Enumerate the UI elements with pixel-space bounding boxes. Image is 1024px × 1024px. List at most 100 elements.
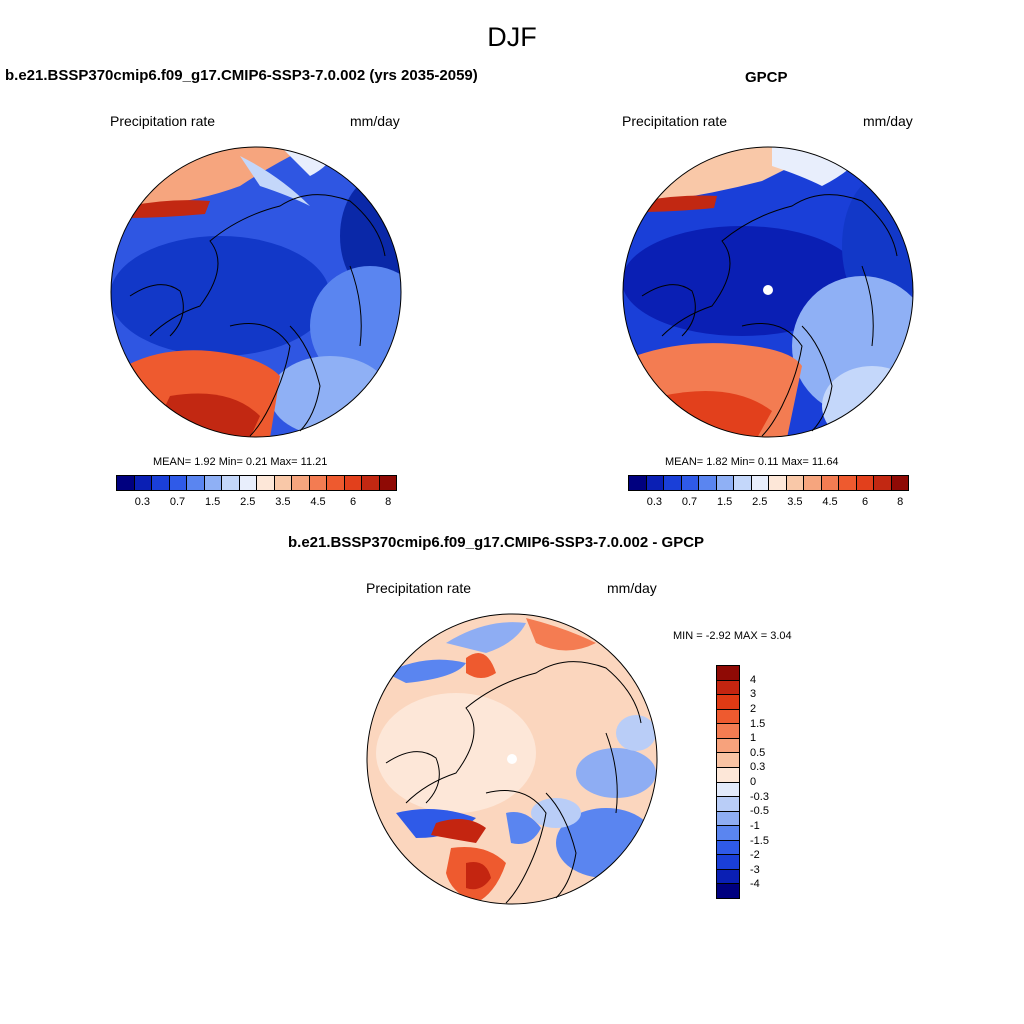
panel-diff-colorbar-labels: 4 3 2 1.5 1 0.5 0.3 0 -0.3 -0.5 -1 -1.5 -2 -3 -4 bbox=[750, 665, 790, 899]
colorbar-swatch bbox=[204, 476, 222, 490]
colorbar-swatch bbox=[362, 476, 380, 490]
colorbar-label: 0.7 bbox=[169, 496, 186, 508]
colorbar-swatch bbox=[804, 476, 822, 490]
colorbar-swatch bbox=[717, 855, 739, 870]
colorbar-swatch bbox=[786, 476, 804, 490]
colorbar-label: 3.5 bbox=[275, 496, 291, 508]
colorbar-label: 1.5 bbox=[204, 496, 221, 508]
colorbar-label: 4.5 bbox=[822, 496, 838, 508]
panel-obs-units: mm/day bbox=[863, 113, 913, 129]
colorbar-swatch bbox=[751, 476, 769, 490]
colorbar-swatch bbox=[717, 884, 739, 898]
colorbar-swatch bbox=[152, 476, 170, 490]
colorbar-label: 4 bbox=[750, 673, 757, 686]
colorbar-label: 8 bbox=[897, 496, 904, 508]
colorbar-swatch bbox=[716, 476, 734, 490]
panel-model-variable: Precipitation rate bbox=[110, 113, 216, 129]
colorbar-label: 1.5 bbox=[716, 496, 733, 508]
panel-obs-colorbar bbox=[628, 475, 909, 491]
colorbar-swatch bbox=[717, 869, 739, 885]
colorbar-swatch bbox=[169, 476, 187, 490]
panel-diff-map bbox=[366, 613, 658, 905]
pole-missing-marker bbox=[763, 285, 773, 295]
colorbar-swatch bbox=[717, 767, 739, 783]
colorbar-label: -4 bbox=[750, 878, 760, 891]
panel-diff-colorbar bbox=[716, 665, 740, 899]
colorbar-label: -1 bbox=[750, 819, 760, 832]
colorbar-swatch bbox=[664, 476, 682, 490]
main-title: DJF bbox=[487, 22, 537, 52]
colorbar-label: 0.7 bbox=[681, 496, 698, 508]
colorbar-label: 0 bbox=[750, 776, 757, 788]
panel-model-units: mm/day bbox=[350, 113, 400, 129]
colorbar-label: 0.3 bbox=[750, 761, 766, 774]
colorbar-swatch bbox=[717, 826, 739, 841]
panel-obs-colorbar-labels: 0.3 0.7 1.5 2.5 3.5 4.5 6 8 bbox=[628, 496, 909, 510]
colorbar-swatch bbox=[187, 476, 205, 490]
colorbar-label: 2.5 bbox=[752, 496, 768, 508]
colorbar-swatch bbox=[839, 476, 857, 490]
colorbar-label: -3 bbox=[750, 863, 760, 876]
colorbar-label: 1.5 bbox=[750, 717, 766, 730]
colorbar-swatch bbox=[874, 476, 892, 490]
colorbar-swatch bbox=[699, 476, 717, 490]
colorbar-swatch bbox=[292, 476, 310, 490]
colorbar-swatch bbox=[717, 680, 739, 696]
colorbar-label: 0.5 bbox=[750, 746, 766, 759]
colorbar-label: 3 bbox=[750, 688, 757, 701]
colorbar-label: -0.3 bbox=[750, 790, 769, 803]
colorbar-swatch bbox=[646, 476, 664, 490]
colorbar-label: 1 bbox=[750, 732, 757, 745]
colorbar-swatch bbox=[717, 695, 739, 710]
coastlines bbox=[129, 194, 386, 437]
panel-obs-stats: MEAN= 1.82 Min= 0.11 Max= 11.64 bbox=[665, 456, 839, 468]
panel-obs-title: GPCP bbox=[745, 69, 788, 86]
panel-model-map bbox=[110, 146, 402, 438]
colorbar-swatch bbox=[717, 753, 739, 768]
colorbar-swatch bbox=[717, 840, 739, 856]
colorbar-swatch bbox=[274, 476, 292, 490]
colorbar-label: -0.5 bbox=[750, 805, 769, 818]
colorbar-swatch bbox=[309, 476, 327, 490]
panel-diff-title: b.e21.BSSP370cmip6.f09_g17.CMIP6-SSP3-7.… bbox=[288, 534, 705, 551]
panel-model-colorbar bbox=[116, 475, 397, 491]
colorbar-label: 0.3 bbox=[646, 496, 662, 508]
colorbar-swatch bbox=[717, 724, 739, 739]
panel-diff-stats: MIN = -2.92 MAX = 3.04 bbox=[673, 630, 792, 642]
colorbar-swatch bbox=[681, 476, 699, 490]
colorbar-swatch bbox=[734, 476, 752, 490]
colorbar-swatch bbox=[717, 782, 739, 798]
colorbar-swatch bbox=[239, 476, 257, 490]
panel-diff-variable: Precipitation rate bbox=[366, 580, 472, 596]
colorbar-swatch bbox=[821, 476, 839, 490]
colorbar-swatch bbox=[856, 476, 874, 490]
colorbar-label: 0.3 bbox=[134, 496, 150, 508]
colorbar-label: 6 bbox=[350, 496, 357, 508]
colorbar-swatch bbox=[891, 476, 908, 490]
colorbar-swatch bbox=[222, 476, 240, 490]
colorbar-swatch bbox=[717, 811, 739, 827]
colorbar-label: 6 bbox=[862, 496, 869, 508]
colorbar-swatch bbox=[379, 476, 396, 490]
colorbar-label: -1.5 bbox=[750, 834, 769, 847]
colorbar-swatch bbox=[717, 738, 739, 754]
panel-model-colorbar-labels: 0.3 0.7 1.5 2.5 3.5 4.5 6 8 bbox=[116, 496, 397, 510]
colorbar-label: 4.5 bbox=[310, 496, 326, 508]
colorbar-swatch bbox=[769, 476, 787, 490]
panel-obs-map bbox=[622, 146, 914, 438]
colorbar-label: 2.5 bbox=[240, 496, 256, 508]
colorbar-label: 3.5 bbox=[787, 496, 803, 508]
colorbar-swatch bbox=[327, 476, 345, 490]
colorbar-swatch bbox=[717, 666, 739, 681]
colorbar-swatch bbox=[134, 476, 152, 490]
colorbar-swatch bbox=[257, 476, 275, 490]
colorbar-swatch bbox=[717, 709, 739, 725]
colorbar-label: -2 bbox=[750, 849, 760, 862]
colorbar-swatch bbox=[717, 797, 739, 812]
colorbar-label: 2 bbox=[750, 702, 757, 715]
panel-diff-units: mm/day bbox=[607, 580, 657, 596]
colorbar-label: 8 bbox=[385, 496, 392, 508]
panel-model-title: b.e21.BSSP370cmip6.f09_g17.CMIP6-SSP3-7.… bbox=[5, 67, 478, 84]
colorbar-swatch bbox=[629, 476, 647, 490]
panel-model-stats: MEAN= 1.92 Min= 0.21 Max= 11.21 bbox=[153, 456, 328, 468]
